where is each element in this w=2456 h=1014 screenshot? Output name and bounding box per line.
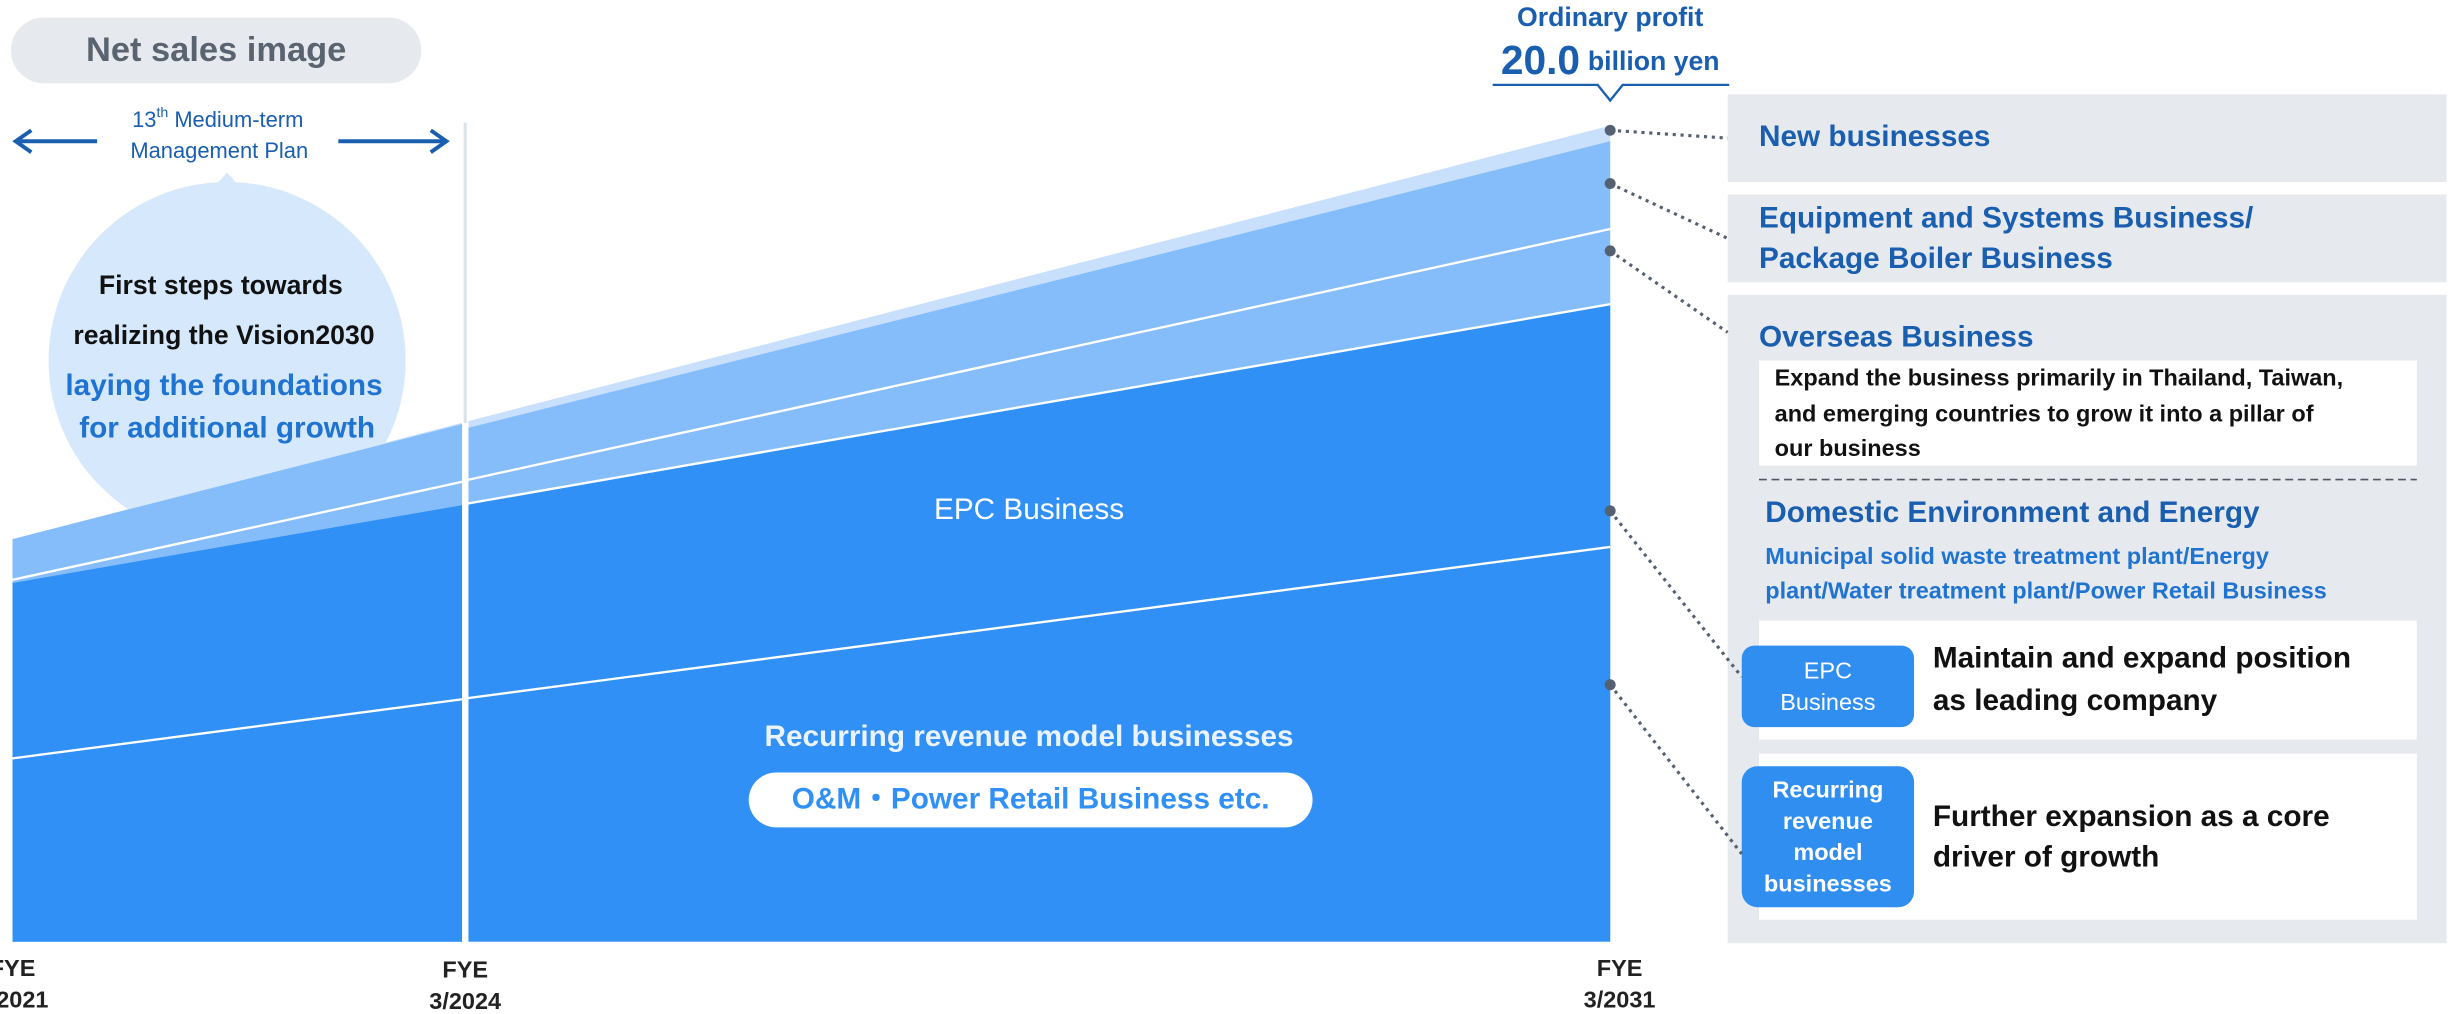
panel-title: Equipment and Systems Business/ — [1759, 201, 2253, 234]
title: Net sales image — [86, 31, 346, 69]
x-label: FYE — [1597, 955, 1643, 981]
recurring-detail: O&M・Power Retail Business etc. — [792, 783, 1270, 816]
item-text: Maintain and expand position — [1933, 642, 2351, 675]
bubble-highlight: for additional growth — [79, 411, 375, 444]
item-text: driver of growth — [1933, 840, 2159, 873]
badge-text: EPC — [1804, 657, 1852, 683]
panel-title: New businesses — [1759, 120, 1991, 153]
connector-dots — [1604, 124, 1616, 691]
description-box — [1758, 360, 2417, 466]
description: our business — [1775, 435, 1921, 461]
description: and emerging countries to grow it into a… — [1775, 401, 2314, 427]
badge-text: model — [1793, 839, 1862, 865]
bubble-line: realizing the Vision2030 — [73, 320, 374, 350]
panel-title: Package Boiler Business — [1759, 242, 2113, 275]
x-label: 3/2031 — [1584, 986, 1656, 1012]
connectors — [1608, 128, 1743, 855]
plan-label: 13th Medium-term — [132, 104, 303, 132]
profit-underline — [1492, 83, 1730, 103]
profit-value: 20.0 billion yen — [1501, 37, 1720, 83]
panel-title: Overseas Business — [1759, 320, 2034, 353]
layer-line — [12, 480, 466, 581]
x-label: FYE — [0, 955, 35, 981]
title-pill — [10, 17, 422, 84]
plan-line: Medium-term — [174, 107, 303, 132]
bubble — [48, 181, 406, 540]
item-text: Further expansion as a core — [1933, 800, 2330, 833]
epc-label: EPC Business — [934, 493, 1124, 526]
badge-text: businesses — [1764, 870, 1892, 896]
plan-arrows — [12, 128, 450, 154]
badge-text: Business — [1780, 689, 1875, 715]
plan-suffix: th — [156, 104, 168, 120]
item-text: as leading company — [1933, 684, 2218, 717]
panel-subtitle: Municipal solid waste treatment plant/En… — [1765, 543, 2269, 569]
detail-pill — [748, 772, 1313, 828]
plan-number: 13 — [132, 107, 156, 132]
badge — [1741, 645, 1915, 728]
layer-line — [12, 697, 466, 760]
bubble-highlight: laying the foundations — [65, 369, 382, 402]
profit-unit: billion yen — [1588, 46, 1720, 76]
plan-line: Management Plan — [130, 138, 308, 163]
badge — [1741, 766, 1915, 908]
panel — [1727, 94, 2447, 182]
profit-amount: 20.0 — [1501, 37, 1580, 83]
badge-text: Recurring — [1772, 776, 1883, 802]
epc-area — [12, 504, 466, 942]
recurring-label: Recurring revenue model businesses — [765, 720, 1294, 753]
panel-title: Domestic Environment and Energy — [1765, 496, 2260, 529]
panel — [1727, 194, 2447, 283]
panel-subtitle: plant/Water treatment plant/Power Retail… — [1765, 578, 2327, 604]
profit-label: Ordinary profit — [1517, 2, 1703, 32]
badge-text: revenue — [1783, 808, 1873, 834]
description: Expand the business primarily in Thailan… — [1775, 365, 2344, 391]
x-label: 3/2021 — [0, 986, 48, 1012]
x-label: FYE — [442, 957, 488, 983]
bubble-line: First steps towards — [99, 270, 343, 300]
x-label: 3/2024 — [429, 988, 501, 1014]
